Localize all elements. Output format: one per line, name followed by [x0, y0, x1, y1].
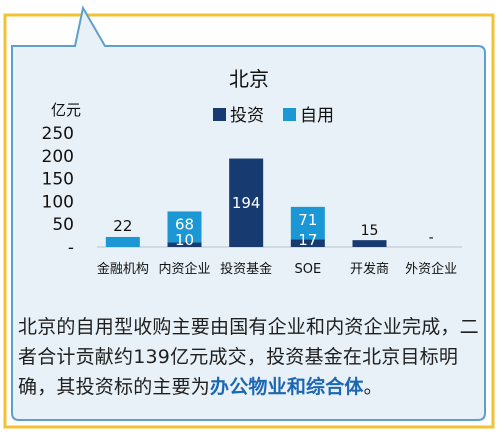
data-label: 17	[298, 231, 317, 249]
caption-part2: 。	[363, 376, 383, 398]
x-tick-label: 开发商	[350, 261, 389, 277]
y-tick-label: 50	[52, 215, 74, 235]
data-label: 71	[298, 211, 317, 229]
legend-label-self-use: 自用	[300, 106, 334, 126]
x-tick-label: 内资企业	[158, 261, 210, 277]
x-tick-label: SOE	[294, 262, 321, 277]
y-axis-unit: 亿元	[51, 101, 81, 119]
caption-text: 北京的自用型收购主要由国有企业和内资企业完成，二者合计贡献约139亿元成交，投资…	[18, 312, 486, 402]
data-label: -	[429, 230, 434, 246]
x-tick-label: 外资企业	[405, 261, 457, 277]
bar-self-use	[167, 211, 202, 243]
y-tick-label: -	[68, 238, 74, 258]
bar-invest	[352, 240, 387, 247]
bar-invest	[290, 239, 325, 247]
y-tick-label: 150	[42, 170, 74, 190]
bar-self-use	[290, 206, 325, 240]
bar-self-use	[105, 236, 140, 247]
x-tick-label: 投资基金	[220, 261, 272, 277]
data-label: 68	[175, 215, 194, 233]
y-tick-label: 200	[42, 147, 74, 167]
bar-invest	[229, 158, 264, 247]
data-label: 10	[175, 231, 194, 249]
bar-invest	[167, 242, 202, 247]
legend-swatch-invest	[213, 108, 226, 121]
x-tick-label: 金融机构	[97, 261, 149, 277]
y-tick-label: 100	[42, 192, 74, 212]
data-label: 22	[113, 217, 132, 235]
legend-label-invest: 投资	[230, 106, 264, 126]
chart-title: 北京	[229, 67, 269, 91]
y-tick-label: 250	[42, 124, 74, 144]
caption-highlight: 办公物业和综合体	[210, 376, 364, 398]
data-label: 194	[232, 194, 261, 212]
data-label: 15	[361, 223, 379, 239]
outer-frame	[3, 13, 495, 429]
caption-part1: 北京的自用型收购主要由国有企业和内资企业完成，二者合计贡献约139亿元成交，投资…	[18, 316, 479, 398]
legend-swatch-self-use	[283, 108, 296, 121]
